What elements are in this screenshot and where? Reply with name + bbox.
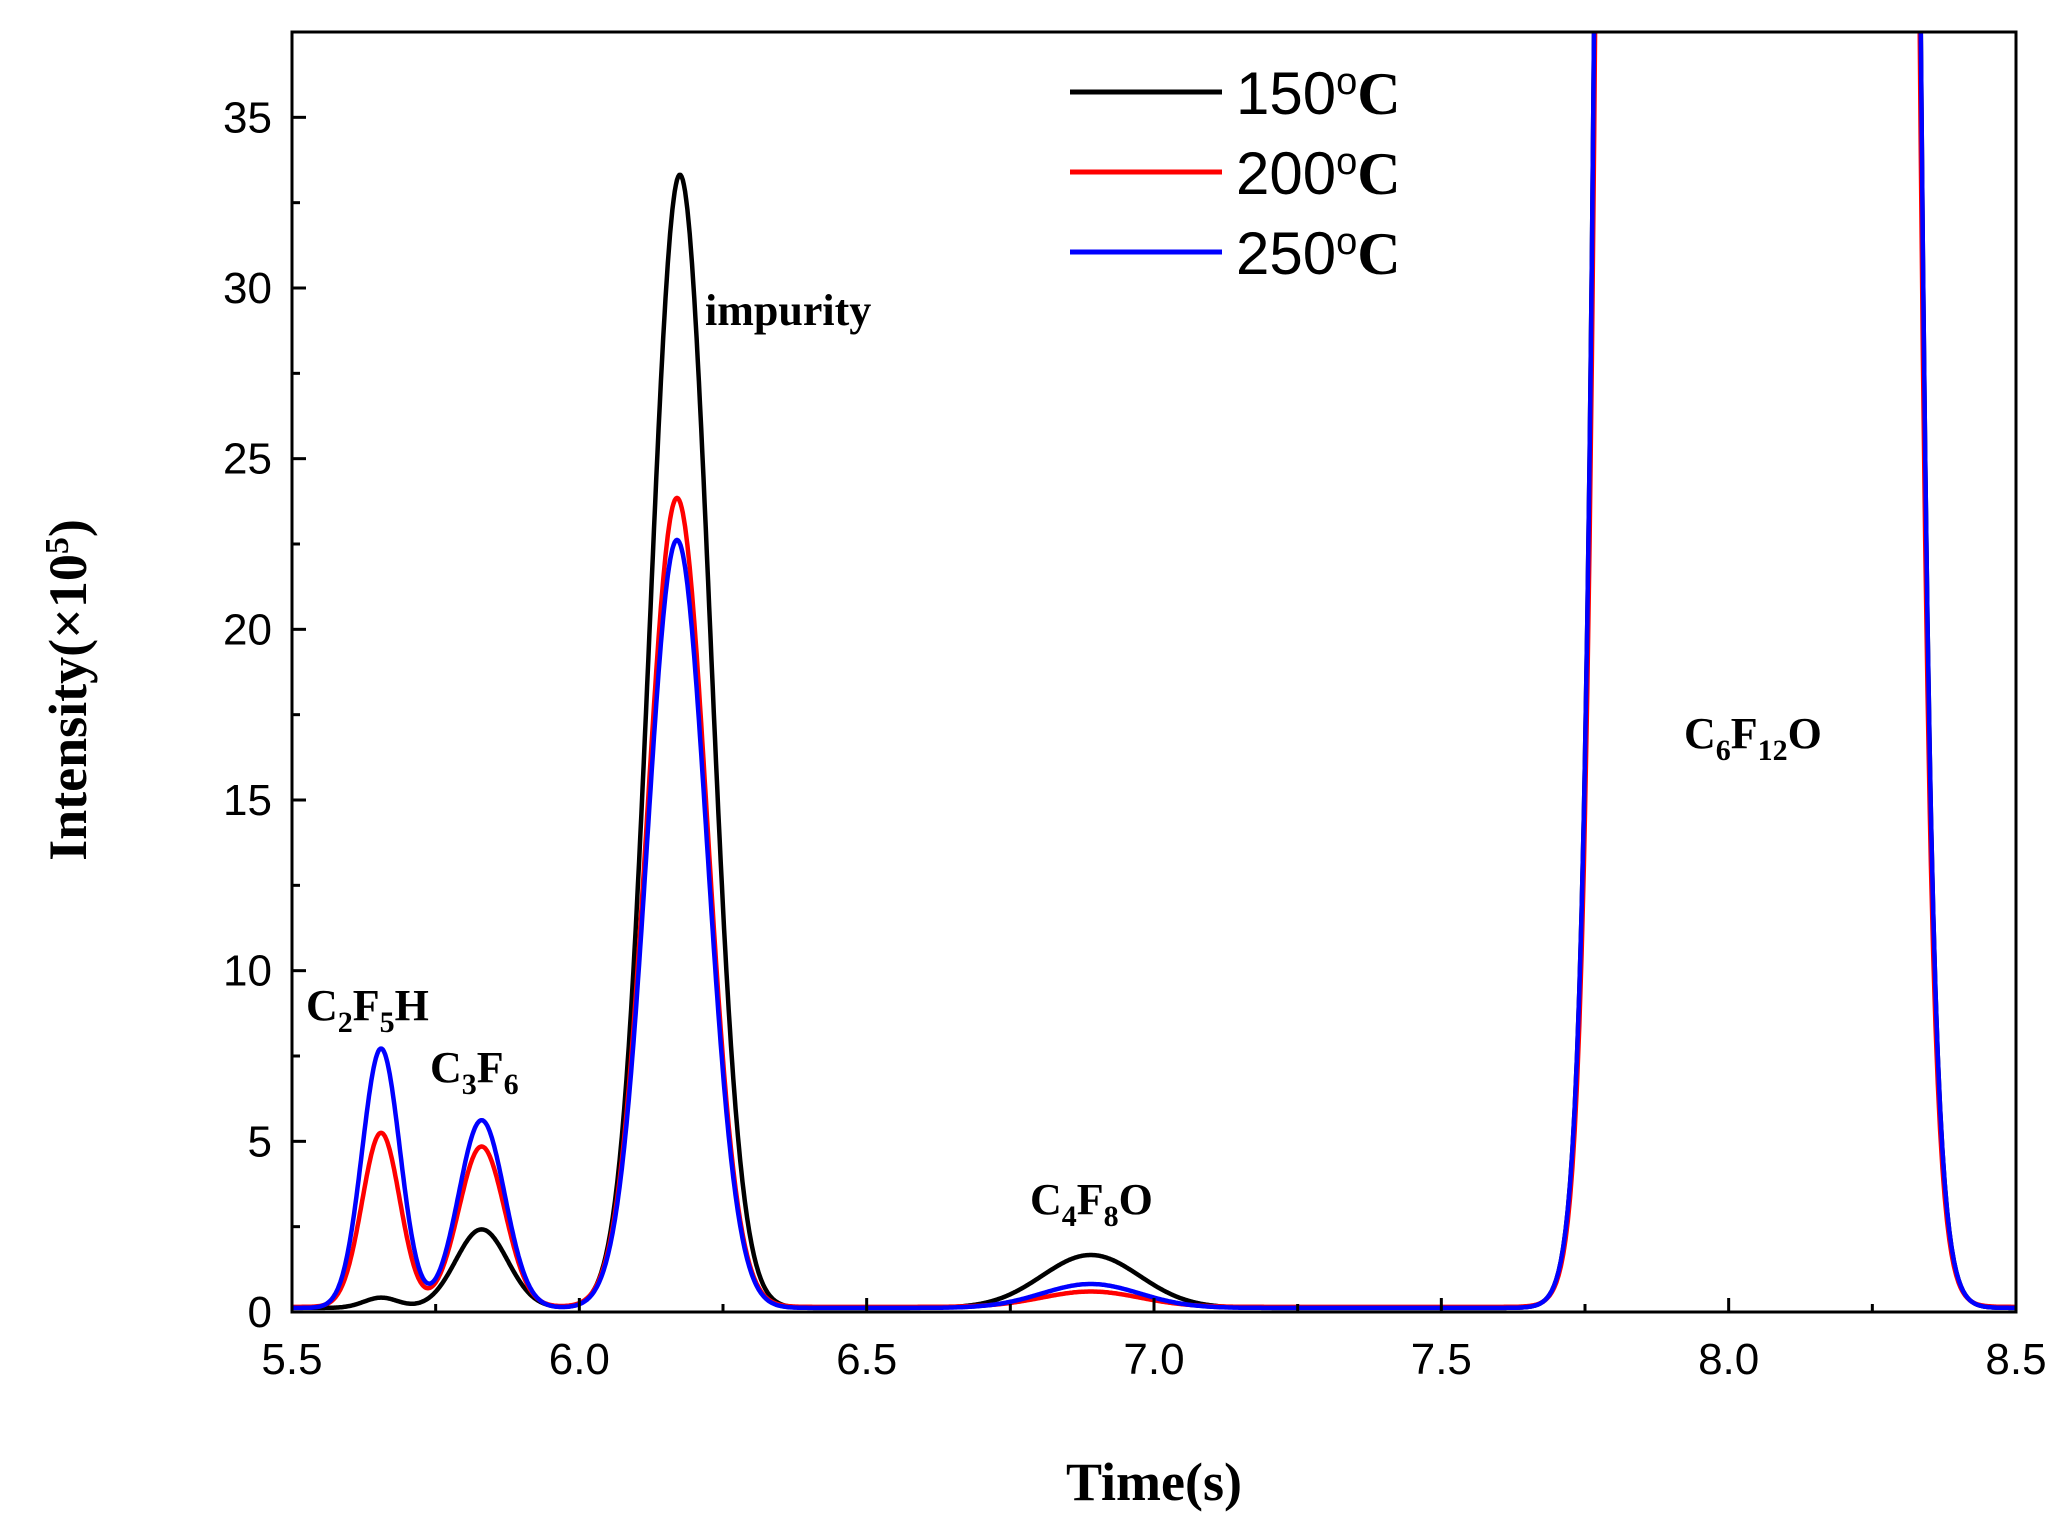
x-tick-label: 8.0: [1698, 1335, 1759, 1384]
series-line-2: [292, 32, 2016, 1310]
annotation-c3f6: C3F6: [430, 1043, 519, 1101]
c3f6-f: F: [477, 1043, 504, 1092]
y-axis-title-base: Intensity(×10: [38, 554, 98, 861]
c2f5h-f: F: [353, 981, 380, 1030]
annotation-c6f12o: C6F12O: [1684, 709, 1822, 767]
annotation-c4f8o: C4F8O: [1030, 1175, 1153, 1233]
legend-200-unit: C: [1357, 141, 1400, 207]
legend-label-200: 200oC: [1236, 140, 1401, 207]
x-tick-label: 7.0: [1123, 1335, 1184, 1384]
y-axis-title-close: ): [38, 519, 98, 537]
y-axis-title-exponent: 5: [39, 537, 76, 554]
c4f8o-o: O: [1119, 1175, 1153, 1224]
c6f12o-o: O: [1788, 709, 1822, 758]
series-line-1: [292, 32, 2016, 1311]
legend-label-150: 150oC: [1236, 60, 1401, 127]
legend-150-degree: o: [1336, 61, 1357, 103]
x-tick-label: 7.5: [1411, 1335, 1472, 1384]
x-tick-label: 6.5: [836, 1335, 897, 1384]
c6f12o-f: F: [1731, 709, 1758, 758]
c2f5h-c-sub: 2: [338, 1006, 353, 1039]
plot-frame: [290, 30, 2018, 1314]
legend-250-unit: C: [1357, 221, 1400, 287]
legend-250-number: 250: [1236, 220, 1336, 287]
c6f12o-c: C: [1684, 709, 1716, 758]
c2f5h-f-sub: 5: [380, 1006, 395, 1039]
series-layer: [292, 32, 2016, 1311]
y-tick-label: 0: [248, 1288, 272, 1337]
y-tick-label: 35: [223, 93, 272, 142]
c6f12o-c-sub: 6: [1716, 734, 1731, 767]
c6f12o-f-sub: 12: [1758, 734, 1788, 767]
c4f8o-c: C: [1030, 1175, 1062, 1224]
c3f6-c: C: [430, 1043, 462, 1092]
y-tick-label: 20: [223, 605, 272, 654]
legend-150-number: 150: [1236, 60, 1336, 127]
c4f8o-f: F: [1077, 1175, 1104, 1224]
legend-200-degree: o: [1336, 141, 1357, 183]
x-axis-title: Time(s): [1066, 1452, 1242, 1512]
x-tick-label: 8.5: [1985, 1335, 2046, 1384]
c3f6-c-sub: 3: [462, 1068, 477, 1101]
y-tick-label: 10: [223, 947, 272, 996]
series-line-3: [292, 32, 2016, 1311]
x-tick-label: 6.0: [549, 1335, 610, 1384]
c3f6-f-sub: 6: [504, 1068, 519, 1101]
y-axis-title: Intensity(×105): [38, 519, 98, 861]
legend: 150oC 200oC 250oC: [1070, 60, 1401, 287]
y-tick-label: 5: [248, 1117, 272, 1166]
y-tick-label: 25: [223, 435, 272, 484]
y-tick-label: 30: [223, 264, 272, 313]
c2f5h-c: C: [306, 981, 338, 1030]
x-tick-label: 5.5: [261, 1335, 322, 1384]
legend-150-unit: C: [1357, 61, 1400, 127]
c2f5h-h: H: [395, 981, 429, 1030]
legend-200-number: 200: [1236, 140, 1336, 207]
annotation-impurity: impurity: [705, 286, 871, 335]
annotation-c2f5h: C2F5H: [306, 981, 429, 1039]
legend-label-250: 250oC: [1236, 220, 1401, 287]
y-tick-label: 15: [223, 776, 272, 825]
c4f8o-c-sub: 4: [1062, 1200, 1077, 1233]
c4f8o-f-sub: 8: [1104, 1200, 1119, 1233]
legend-250-degree: o: [1336, 221, 1357, 263]
